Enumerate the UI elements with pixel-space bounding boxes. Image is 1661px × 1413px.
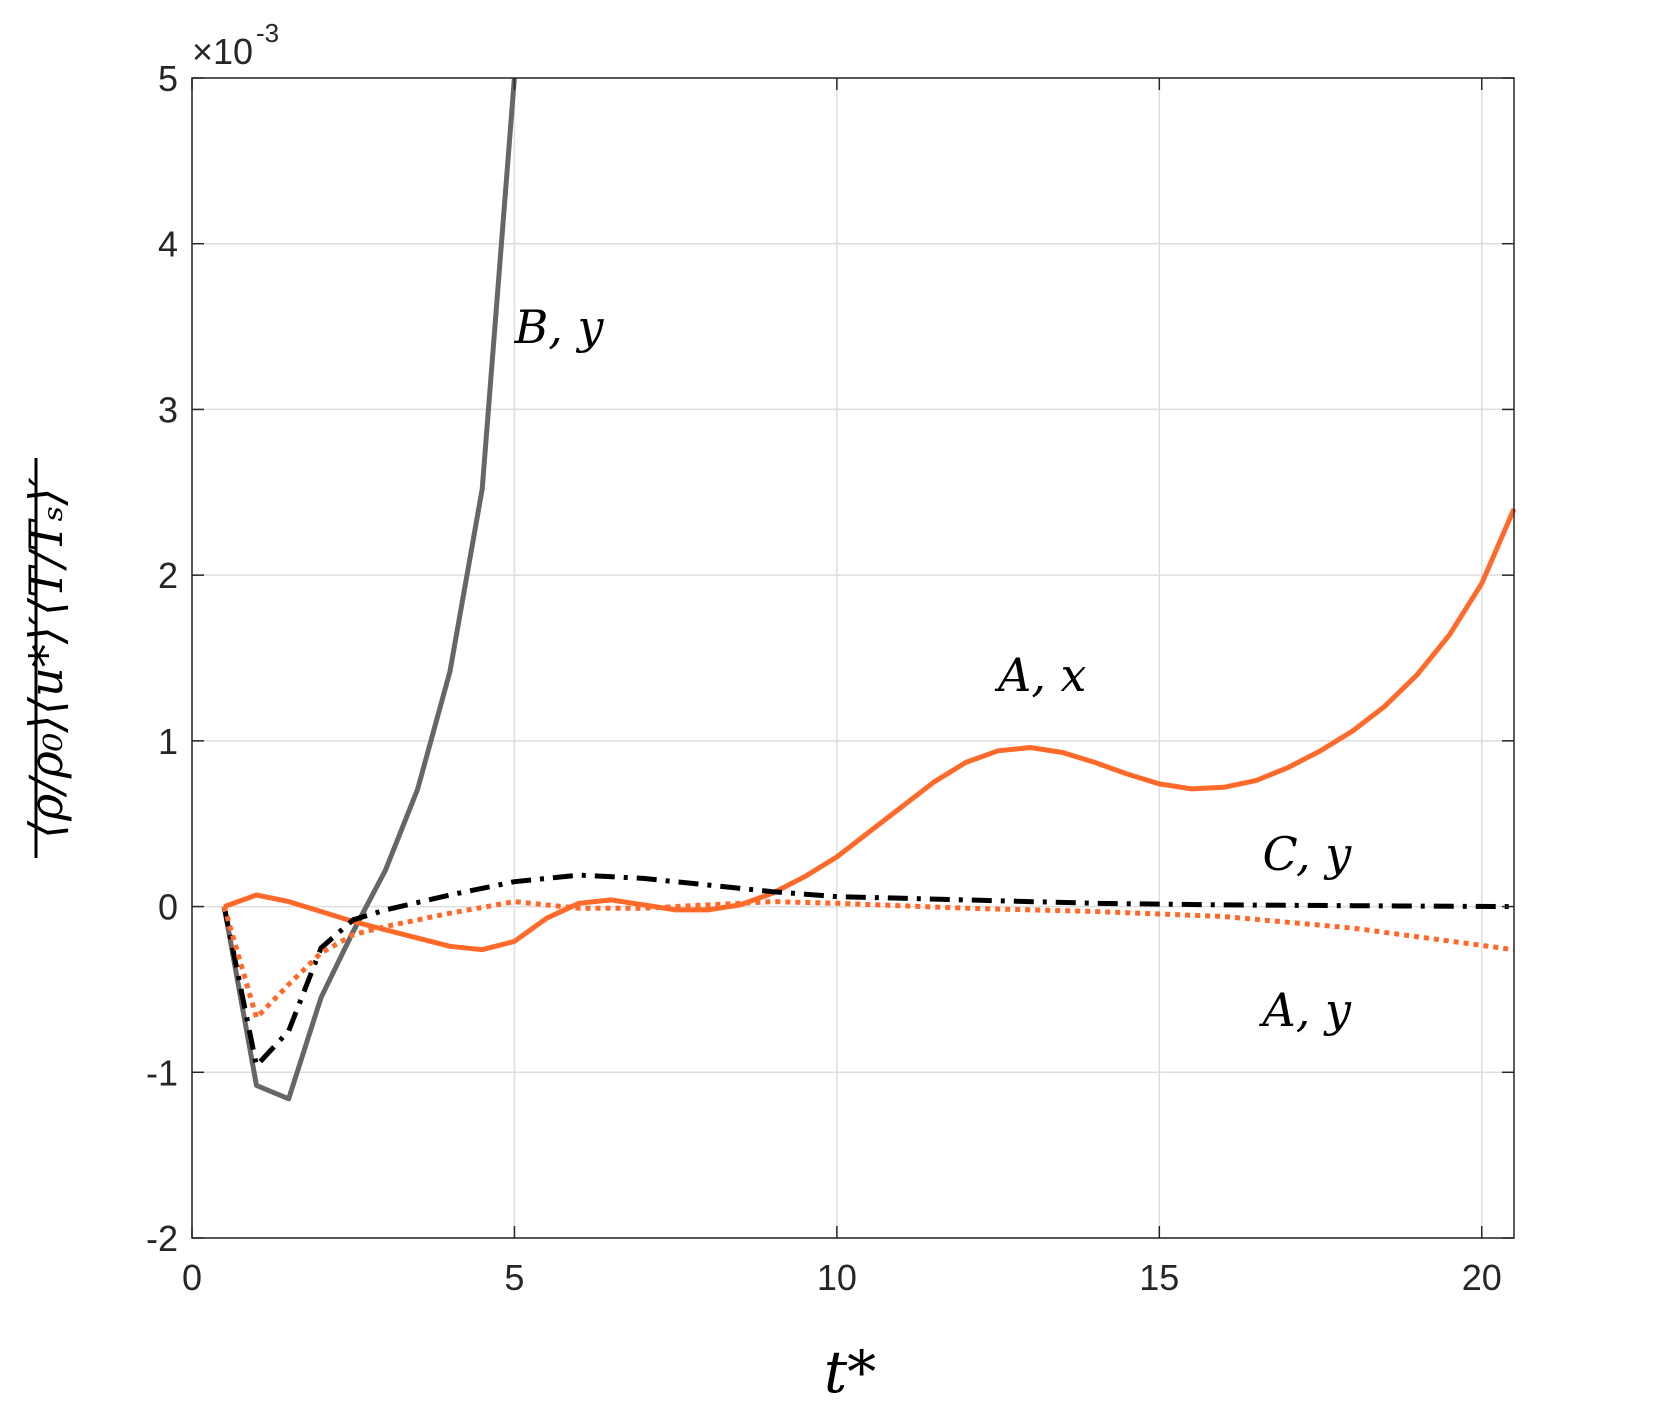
series-line-b-y [221,77,517,1102]
tick-labels: 0 5 10 15 20 -2 -1 0 1 2 3 4 5 [146,58,1502,1298]
y-multiplier: ×10 [192,31,253,72]
y-tick-label: 2 [158,555,178,596]
y-tick-label: 1 [158,721,178,762]
plot-background [192,78,1514,1238]
annotations: B, y A, x C, y A, y [513,300,1352,1037]
x-tick-label: 10 [817,1257,857,1298]
y-exponent: -3 [256,18,279,48]
x-tick-label: 0 [182,1257,202,1298]
series-annotation: C, y [1262,827,1352,881]
series-annotation: B, y [513,300,604,354]
y-tick-label: 5 [158,58,178,99]
ticks [191,77,1514,1239]
y-tick-label: -2 [146,1218,178,1259]
y-tick-label: 3 [158,389,178,430]
y-axis-label: ⟨ρ/ρ₀⟩⟨u*⟩′⟨T/Tₛ⟩′ [19,477,73,839]
y-tick-label: 4 [158,224,178,265]
y-tick-label: -1 [146,1052,178,1093]
series-annotation: A, y [1258,983,1351,1037]
series-annotation: A, x [994,648,1086,702]
plot-frame [191,77,1515,1239]
x-axis-label: t* [824,1338,876,1406]
series-line-a-x [223,507,1517,953]
y-tick-label: 0 [158,887,178,928]
x-tick-label: 15 [1139,1257,1179,1298]
x-tick-label: 5 [504,1257,524,1298]
series-layer [221,77,1517,1102]
x-tick-label: 20 [1462,1257,1502,1298]
series-line-a-y [221,899,1515,1021]
series-line-c-y [221,872,1515,1069]
